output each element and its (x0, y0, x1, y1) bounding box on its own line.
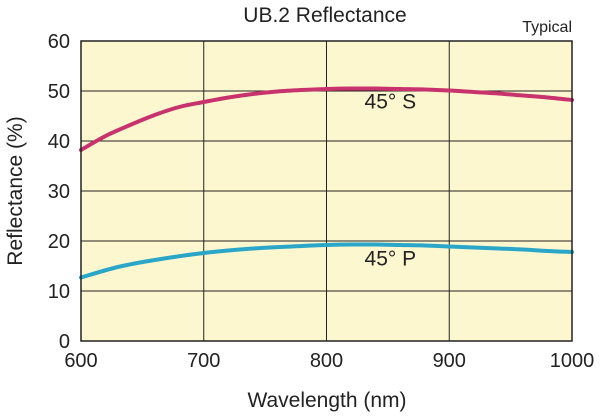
y-tick-label: 60 (48, 31, 70, 53)
x-tick-label: 700 (187, 350, 220, 372)
y-tick-label: 10 (48, 281, 70, 303)
annotation-45s: 45° S (365, 91, 417, 114)
y-axis-label: Reflectance (%) (4, 116, 27, 265)
y-tick-label: 30 (48, 181, 70, 203)
x-axis-label: Wavelength (nm) (247, 389, 406, 412)
x-tick-label: 900 (433, 350, 466, 372)
y-tick-label: 20 (48, 231, 70, 253)
x-tick-label: 800 (310, 350, 343, 372)
annotation-45p: 45° P (365, 248, 417, 271)
x-tick-labels: 600 700 800 900 1000 (64, 350, 594, 372)
y-tick-label: 50 (48, 81, 70, 103)
series-line-45p (79, 242, 574, 280)
series-line-45s (79, 86, 574, 152)
plot-frame (80, 40, 573, 342)
chart-subtitle: Typical (522, 19, 572, 36)
y-tick-label: 40 (48, 131, 70, 153)
x-tick-label: 600 (64, 350, 97, 372)
chart-title: UB.2 Reflectance (243, 4, 406, 27)
annotations: 45° S 45° P (365, 91, 417, 271)
y-tick-label: 0 (59, 331, 70, 353)
y-tick-labels: 0 10 20 30 40 50 60 (48, 31, 70, 353)
series-lines (79, 86, 574, 280)
x-tick-label: 1000 (550, 350, 595, 372)
